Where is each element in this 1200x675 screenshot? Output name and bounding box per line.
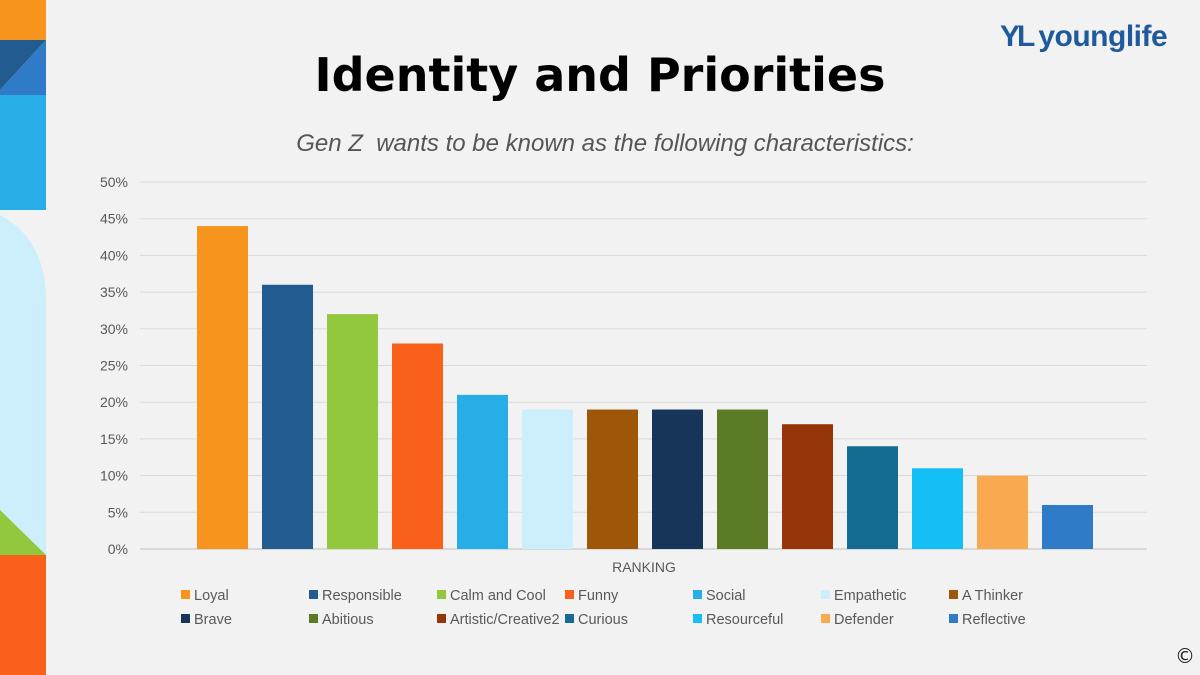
legend-swatch <box>821 590 830 599</box>
y-tick-label: 5% <box>108 504 128 520</box>
younglife-logo: YL younglife <box>1000 20 1168 54</box>
bar-empathetic <box>522 409 573 549</box>
x-axis-label: RANKING <box>612 559 676 575</box>
legend-swatch <box>949 614 958 623</box>
legend-label: Social <box>706 588 746 604</box>
legend-label: Curious <box>578 612 628 628</box>
y-tick-label: 50% <box>100 174 128 190</box>
y-tick-label: 0% <box>108 541 128 557</box>
legend-swatch <box>181 614 190 623</box>
bar-brave <box>652 409 703 549</box>
decorative-side-shapes <box>0 0 46 675</box>
legend-swatch <box>565 614 574 623</box>
slide-title: Identity and Priorities <box>314 48 886 102</box>
bar-responsible <box>262 284 313 549</box>
y-tick-label: 35% <box>100 284 128 300</box>
copyright-icon: © <box>1175 644 1195 668</box>
bar-abitious <box>717 409 768 549</box>
bar-calm-and-cool <box>327 314 378 549</box>
bar-loyal <box>197 226 248 550</box>
legend-swatch <box>181 590 190 599</box>
y-tick-label: 45% <box>100 211 128 227</box>
bar-social <box>457 394 508 549</box>
legend-label: Funny <box>578 588 619 604</box>
legend-label: Brave <box>194 612 232 628</box>
legend-label: Reflective <box>962 612 1026 628</box>
bar-funny <box>392 343 443 549</box>
legend-label: A Thinker <box>962 588 1023 604</box>
slide-subtitle: Gen Z wants to be known as the following… <box>296 130 914 157</box>
legend-label: Calm and Cool <box>450 588 546 604</box>
bar-defender <box>977 475 1028 549</box>
legend-swatch <box>693 614 702 623</box>
bar-a-thinker <box>587 409 638 549</box>
legend-swatch <box>437 614 446 623</box>
bar-artistic-creative2 <box>782 424 833 549</box>
legend-label: Abitious <box>322 612 374 628</box>
y-tick-label: 20% <box>100 394 128 410</box>
legend-swatch <box>949 590 958 599</box>
y-tick-label: 10% <box>100 468 128 484</box>
younglife-logo-text: younglife <box>1038 20 1168 53</box>
y-tick-label: 40% <box>100 247 128 263</box>
bar-curious <box>847 446 898 549</box>
legend-swatch <box>309 590 318 599</box>
legend-label: Loyal <box>194 588 229 604</box>
legend-label: Empathetic <box>834 588 907 604</box>
legend-label: Resourceful <box>706 612 783 628</box>
legend-label: Responsible <box>322 588 402 604</box>
younglife-logo-mark: YL <box>1000 20 1035 53</box>
legend-label: Artistic/Creative2 <box>450 612 560 628</box>
legend-swatch <box>437 590 446 599</box>
legend-swatch <box>565 590 574 599</box>
y-tick-label: 25% <box>100 358 128 374</box>
legend-swatch <box>693 590 702 599</box>
legend-swatch <box>821 614 830 623</box>
bar-resourceful <box>912 468 963 549</box>
y-tick-label: 15% <box>100 431 128 447</box>
bar-reflective <box>1042 504 1093 549</box>
legend-swatch <box>309 614 318 623</box>
legend-label: Defender <box>834 612 894 628</box>
y-tick-label: 30% <box>100 321 128 337</box>
